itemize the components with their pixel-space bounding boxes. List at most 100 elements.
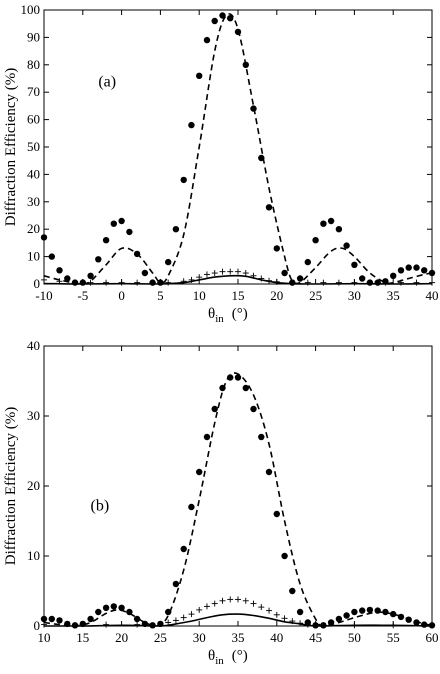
x-axis-title-b: θin (°) <box>208 648 248 667</box>
data-point-plus <box>429 279 435 286</box>
y-tick-label: 70 <box>27 84 40 99</box>
data-point-plus <box>118 279 125 286</box>
data-point-plus <box>134 621 141 628</box>
data-point-dot <box>211 17 218 25</box>
data-point-plus <box>266 607 273 614</box>
data-point-dot <box>281 552 288 560</box>
data-point-dot <box>304 258 311 266</box>
data-point-dot <box>265 204 273 211</box>
data-point-plus <box>196 606 203 613</box>
axis-ticks-a: -10 -5 0 5 10 15 20 25 30 35 40 0 10 20 30 40 50 60 70 80 90… <box>21 2 439 303</box>
data-point-dot <box>343 242 350 249</box>
data-point-dot <box>172 580 180 588</box>
data-point-dot <box>110 603 118 610</box>
data-point-dot <box>327 217 335 225</box>
data-point-plus <box>227 268 234 275</box>
data-point-plus <box>165 279 172 286</box>
data-point-dot <box>133 615 141 623</box>
data-point-dot <box>95 256 102 263</box>
y-tick-label: 30 <box>27 408 40 423</box>
data-point-dot <box>64 275 71 282</box>
x-tick-label: 25 <box>154 630 167 645</box>
data-point-plus <box>211 270 218 277</box>
data-point-dot <box>87 272 94 279</box>
data-point-dot <box>40 234 48 241</box>
y-tick-label: 10 <box>27 249 40 264</box>
data-point-plus <box>242 270 249 277</box>
data-point-plus <box>41 276 47 283</box>
data-point-dot <box>335 226 343 233</box>
data-point-plus <box>219 268 226 275</box>
x-tick-label: -10 <box>35 288 52 303</box>
data-point-dot <box>56 617 63 624</box>
x-tick-label: 40 <box>426 288 439 303</box>
x-axis-subscript-a: in <box>215 313 224 325</box>
x-axis-unit-a: (°) <box>232 306 248 322</box>
data-point-dot <box>250 105 257 112</box>
data-point-dot <box>48 253 55 260</box>
data-point-dot <box>413 264 420 271</box>
data-point-dot <box>397 267 405 274</box>
data-point-dot <box>413 619 420 626</box>
x-axis-symbol-b: θ <box>208 648 215 664</box>
data-point-plus <box>335 279 342 286</box>
panel-label-b: (b) <box>91 498 110 515</box>
y-tick-label: 20 <box>27 221 40 236</box>
series-line-solid <box>44 613 433 627</box>
data-point-dot <box>40 615 48 623</box>
y-axis-title-b: Diffraction Efficiency (%) <box>3 407 19 566</box>
x-axis-unit-b: (°) <box>232 648 248 664</box>
data-point-dot <box>203 433 211 441</box>
data-point-dot <box>366 606 374 614</box>
x-tick-label: 35 <box>387 288 400 303</box>
x-tick-label: 15 <box>76 630 89 645</box>
data-point-dot <box>79 279 87 286</box>
data-point-plus <box>134 279 141 286</box>
data-point-dot <box>289 587 296 595</box>
data-point-dot <box>281 269 288 277</box>
data-point-plus <box>273 611 280 618</box>
x-tick-label: 10 <box>193 288 206 303</box>
x-tick-label: 10 <box>38 630 51 645</box>
data-point-dot <box>141 269 149 277</box>
data-point-plus <box>289 279 296 286</box>
data-point-dot <box>390 610 397 618</box>
y-tick-label: 10 <box>27 548 40 563</box>
data-point-dot <box>382 608 389 616</box>
data-point-dot <box>95 608 102 616</box>
data-point-dot <box>172 226 180 233</box>
x-tick-label: 60 <box>426 630 439 645</box>
data-point-dot <box>351 261 358 268</box>
data-point-plus <box>235 596 241 603</box>
x-tick-label: 40 <box>270 630 283 645</box>
y-tick-label: 60 <box>27 112 40 127</box>
data-point-dot <box>296 608 304 616</box>
data-point-plus <box>242 597 249 604</box>
y-tick-label: 20 <box>27 478 40 493</box>
data-point-plus <box>165 619 172 626</box>
data-point-plus <box>172 617 179 624</box>
data-point-plus <box>211 600 218 607</box>
data-point-plus <box>203 271 210 278</box>
y-tick-label: 80 <box>27 57 40 72</box>
panel-label-a: (a) <box>98 74 116 91</box>
data-point-dot <box>390 272 397 279</box>
data-point-plus <box>103 621 110 628</box>
x-tick-label: 15 <box>232 288 245 303</box>
data-point-dot <box>258 433 265 441</box>
data-point-plus <box>103 279 110 286</box>
data-point-dot <box>165 258 172 266</box>
x-axis-symbol-a: θ <box>208 306 215 322</box>
data-point-dot <box>188 121 195 129</box>
data-point-plus <box>250 600 257 607</box>
data-point-plus <box>227 596 234 603</box>
data-point-dot <box>227 15 234 22</box>
x-tick-label: 30 <box>193 630 206 645</box>
data-point-dot <box>102 237 110 244</box>
data-point-dot <box>203 36 211 44</box>
x-tick-label: 5 <box>157 288 164 303</box>
data-point-dot <box>335 615 343 623</box>
data-point-plus <box>219 597 226 604</box>
data-point-dot <box>180 176 187 184</box>
